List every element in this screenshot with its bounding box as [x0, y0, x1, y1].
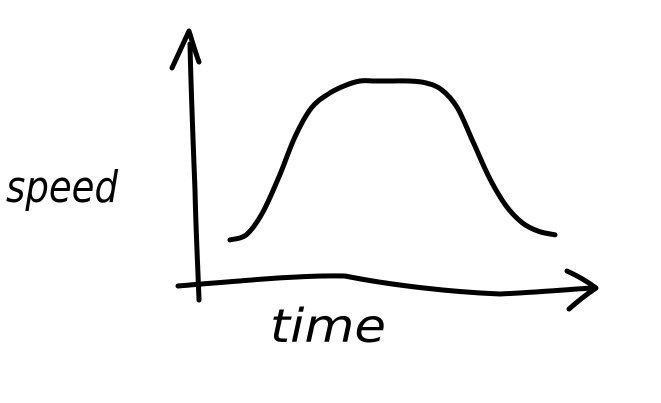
y-axis-line	[187, 41, 202, 303]
y-axis-arrowhead	[169, 28, 202, 71]
y-axis-label: speed	[6, 162, 119, 213]
x-axis-label: time	[270, 299, 386, 353]
series-line-speed	[227, 78, 558, 243]
x-axis-arrowhead	[564, 268, 599, 312]
x-axis-line	[175, 273, 595, 297]
